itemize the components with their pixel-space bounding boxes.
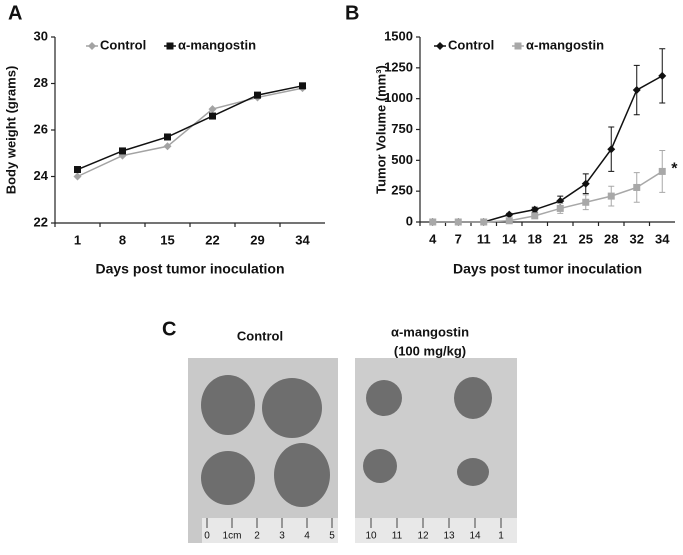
marker — [209, 112, 216, 120]
x-tick-label: 18 — [528, 231, 542, 246]
y-tick-label: 1250 — [384, 59, 413, 74]
y-tick-label: 30 — [34, 28, 48, 43]
marker — [658, 71, 667, 80]
x-tick-label: 32 — [630, 231, 644, 246]
ruler-label: 13 — [443, 531, 455, 542]
marker — [454, 218, 462, 226]
y-tick-label: 1000 — [384, 90, 413, 105]
x-tick-label: 22 — [205, 232, 219, 247]
marker — [74, 166, 81, 174]
marker — [582, 198, 590, 206]
marker — [556, 204, 564, 212]
series-line — [77, 85, 303, 171]
y-tick-label: 750 — [391, 121, 413, 136]
marker — [429, 218, 437, 226]
y-tick-label: 500 — [391, 152, 413, 167]
marker — [119, 147, 126, 155]
x-axis-title: Days post tumor inoculation — [453, 261, 642, 277]
y-tick-label: 24 — [34, 168, 49, 183]
x-tick-label: 21 — [553, 231, 567, 246]
series-line — [432, 75, 663, 223]
marker — [531, 212, 539, 220]
x-tick-label: 15 — [160, 232, 174, 247]
marker — [208, 105, 217, 114]
x-tick-label: 8 — [119, 232, 126, 247]
panel-label: A — [8, 2, 22, 24]
marker — [73, 172, 82, 181]
series-line — [77, 87, 303, 178]
marker — [163, 142, 172, 151]
ruler-label: 2 — [254, 531, 260, 542]
y-tick-label: 1500 — [384, 28, 413, 43]
ruler-label: 12 — [417, 531, 429, 542]
y-tick-label: 0 — [406, 213, 413, 228]
marker — [166, 42, 174, 50]
x-tick-label: 28 — [604, 231, 618, 246]
marker — [299, 82, 306, 90]
marker — [88, 42, 96, 50]
y-axis-title: Body weight (grams) — [3, 66, 18, 195]
ruler-label: 5 — [329, 531, 335, 542]
ruler-label: 1 — [498, 531, 504, 542]
marker — [505, 210, 514, 219]
marker — [164, 133, 171, 141]
marker — [436, 42, 444, 50]
photo-title: (100 mg/kg) — [394, 343, 466, 358]
marker — [632, 86, 641, 95]
annotation: * — [671, 161, 678, 178]
ruler — [202, 518, 338, 543]
x-tick-label: 11 — [477, 231, 491, 246]
x-tick-label: 25 — [579, 231, 593, 246]
y-tick-label: 28 — [34, 75, 48, 90]
panel-label: B — [345, 2, 359, 24]
photo-title: α-mangostin — [391, 324, 469, 339]
x-tick-label: 34 — [295, 232, 310, 247]
marker — [633, 183, 641, 191]
legend-label: Control — [448, 37, 494, 52]
ruler-label: 0 — [204, 531, 210, 542]
series-line — [432, 170, 663, 223]
marker — [505, 217, 513, 225]
marker — [607, 145, 616, 154]
marker — [607, 192, 615, 200]
photo-title: Control — [237, 328, 283, 343]
x-tick-label: 14 — [502, 231, 517, 246]
y-tick-label: 26 — [34, 121, 48, 136]
legend-label: α-mangostin — [526, 37, 604, 52]
marker — [254, 91, 261, 99]
x-axis-title: Days post tumor inoculation — [95, 261, 284, 277]
ruler-label: 14 — [469, 531, 481, 542]
marker — [530, 205, 539, 214]
panel-label: C — [162, 318, 176, 340]
ruler-label: 4 — [304, 531, 310, 542]
ruler-label: 1cm — [223, 531, 242, 542]
x-tick-label: 34 — [655, 231, 670, 246]
ruler-label: 10 — [365, 531, 377, 542]
x-tick-label: 7 — [455, 231, 462, 246]
x-tick-label: 29 — [250, 232, 264, 247]
ruler — [355, 518, 517, 543]
marker — [514, 42, 522, 50]
marker — [658, 167, 666, 175]
y-axis-title: Tumor Volume (mm³) — [373, 65, 388, 194]
ruler-label: 11 — [392, 531, 403, 542]
y-tick-label: 250 — [391, 183, 413, 198]
x-tick-label: 1 — [74, 232, 81, 247]
legend-label: Control — [100, 37, 146, 52]
legend-label: α-mangostin — [178, 37, 256, 52]
ruler-label: 3 — [279, 531, 285, 542]
photo-panel: C Control α-mangostin (100 mg/kg) — [162, 318, 517, 543]
marker — [480, 218, 488, 226]
marker — [581, 179, 590, 188]
x-tick-label: 4 — [429, 231, 437, 246]
tumors — [201, 375, 492, 507]
y-tick-label: 22 — [34, 214, 48, 229]
